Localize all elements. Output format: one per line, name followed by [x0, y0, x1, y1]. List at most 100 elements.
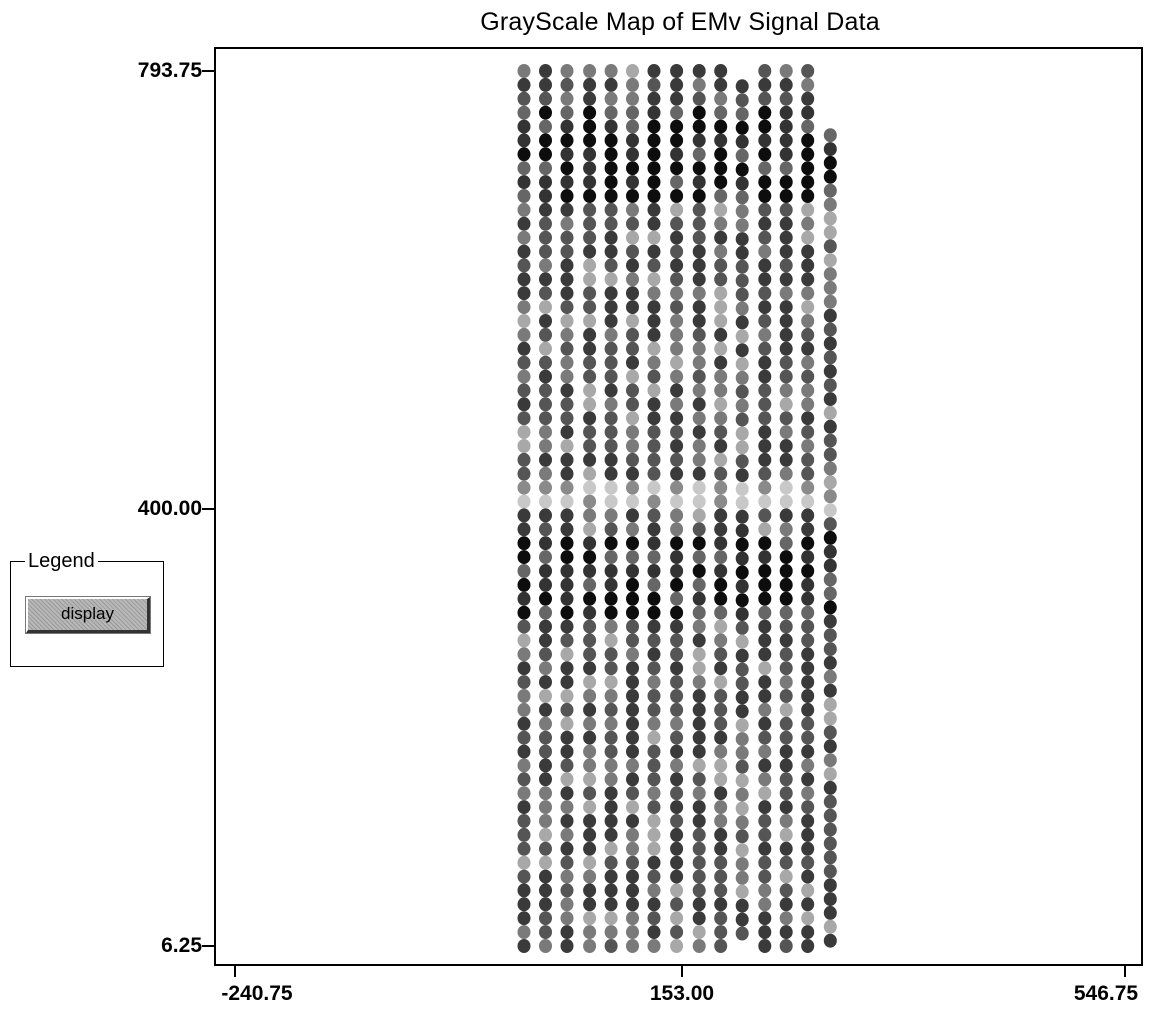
data-point: [801, 730, 815, 745]
data-point: [735, 245, 749, 260]
data-point: [517, 439, 531, 453]
data-point: [626, 439, 639, 453]
data-point: [583, 119, 597, 134]
data-point: [647, 911, 661, 926]
data-point: [692, 897, 706, 912]
data-point: [647, 522, 661, 537]
data-point: [714, 286, 728, 301]
data-point: [779, 564, 793, 578]
data-point: [517, 730, 531, 745]
data-point: [823, 433, 837, 448]
data-point: [670, 230, 684, 245]
data-point: [647, 119, 661, 134]
data-point: [823, 364, 837, 379]
legend-display-button[interactable]: display: [25, 596, 151, 634]
data-point: [604, 605, 618, 620]
data-point: [560, 230, 574, 245]
data-point: [517, 147, 531, 162]
data-point: [626, 452, 639, 467]
data-point: [539, 633, 552, 648]
data-point: [823, 655, 837, 670]
data-point: [714, 800, 728, 815]
data-point: [692, 439, 706, 453]
data-point: [735, 593, 749, 608]
data-point: [670, 814, 684, 828]
data-point: [517, 605, 531, 620]
data-point: [626, 689, 639, 703]
data-point: [801, 883, 815, 898]
data-point: [539, 772, 552, 787]
data-point: [692, 619, 706, 634]
data-point: [670, 702, 684, 717]
data-point: [626, 258, 639, 273]
data-point: [823, 294, 837, 309]
data-point: [758, 452, 772, 467]
data-point: [801, 786, 815, 801]
data-point: [604, 716, 618, 731]
data-point: [583, 841, 597, 856]
data-point: [758, 744, 772, 759]
data-point: [823, 878, 837, 893]
data-point: [647, 91, 661, 106]
data-point: [801, 814, 815, 828]
data-point: [517, 425, 531, 440]
data-point: [604, 869, 618, 884]
data-point: [539, 161, 552, 176]
data-point: [583, 91, 597, 106]
data-point: [670, 91, 684, 106]
data-point: [560, 814, 574, 828]
data-point: [714, 675, 728, 690]
data-point: [692, 133, 706, 148]
data-point: [626, 897, 639, 912]
data-point: [626, 772, 639, 787]
data-point: [517, 786, 531, 801]
data-point: [626, 425, 639, 440]
data-point: [647, 633, 661, 648]
data-point: [779, 494, 793, 509]
data-point: [801, 314, 815, 328]
data-point: [560, 327, 574, 342]
data-point: [517, 508, 531, 523]
data-point: [560, 855, 574, 870]
data-point: [670, 411, 684, 426]
data-point: [647, 64, 661, 78]
data-point: [714, 189, 728, 203]
data-point: [583, 452, 597, 467]
data-point: [714, 119, 728, 134]
data-point: [758, 827, 772, 842]
data-point: [692, 536, 706, 551]
data-point: [517, 91, 531, 106]
data-point: [735, 634, 749, 649]
data-point: [692, 550, 706, 565]
data-point: [801, 244, 815, 259]
data-point: [714, 647, 728, 662]
data-point: [583, 702, 597, 717]
data-point: [583, 64, 597, 78]
data-point: [539, 77, 552, 92]
data-point: [735, 898, 749, 913]
data-point: [626, 327, 639, 342]
data-point: [560, 827, 574, 842]
data-point: [758, 272, 772, 287]
data-point: [823, 392, 837, 407]
data-point: [583, 577, 597, 592]
data-point: [714, 772, 728, 787]
data-point: [758, 64, 772, 78]
data-point: [758, 814, 772, 828]
data-point: [560, 591, 574, 606]
data-point: [735, 162, 749, 177]
data-point: [823, 642, 837, 657]
data-point: [560, 286, 574, 301]
data-point: [823, 683, 837, 698]
data-point: [779, 244, 793, 259]
data-point: [670, 175, 684, 190]
data-point: [714, 77, 728, 92]
data-point: [626, 591, 639, 606]
data-point: [735, 301, 749, 316]
data-point: [779, 647, 793, 662]
data-point: [714, 327, 728, 342]
data-point: [823, 239, 837, 254]
data-point: [779, 258, 793, 273]
data-point: [758, 133, 772, 148]
data-point: [560, 675, 574, 690]
